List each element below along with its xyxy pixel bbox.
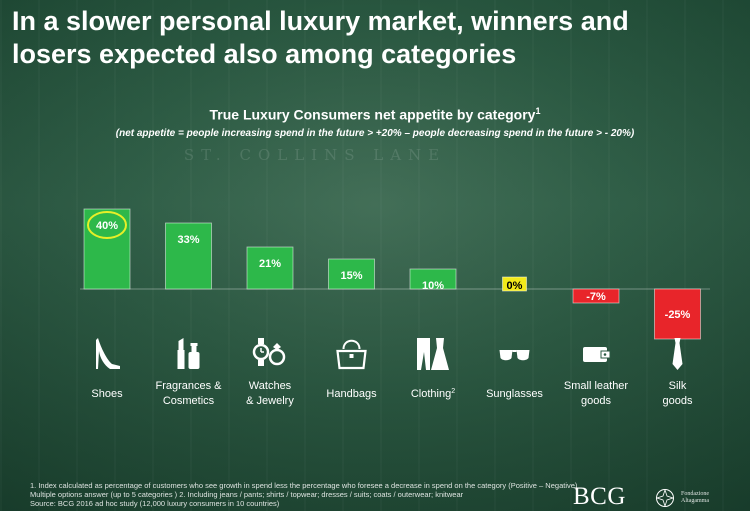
bar-2 [246,246,294,290]
chart-title-text: True Luxury Consumers net appetite by ca… [209,106,536,123]
bar-4 [409,268,457,290]
bar-value-label: 15% [340,270,362,282]
altagamma-logo-text: Fondazione Altagamma [681,491,709,505]
bar-value-label: 40% [96,220,118,232]
category-label-line2: goods [663,395,693,407]
jeans-dress-icon [417,338,449,370]
category-label: Sunglasses [486,388,543,400]
bar-3 [328,258,375,290]
bcg-logo: BCG [573,483,626,510]
wallet-icon [583,347,611,362]
category-label: Fragrances & [155,380,222,392]
category-bar-chart: 40% Shoes 33% Fragrances & Cosmetics 21% Watch… [83,208,701,407]
bar-value-label: -7% [586,291,606,303]
footnote-line-2: Multiple options answer (up to 5 categor… [30,490,464,499]
category-label: Shoes [91,388,123,400]
category-label-line2: Cosmetics [163,395,215,407]
chart-title-footnote: 1 [535,106,541,116]
bar-1 [165,222,212,290]
chart-title: True Luxury Consumers net appetite by ca… [0,106,750,123]
slide-title-line2: losers expected also among categories [12,39,517,69]
high-heel-shoe-icon [96,338,120,369]
bar-6 [572,288,620,304]
highlight-circle [87,211,127,239]
footnote-line-3: Source: BCG 2016 ad hoc study (12,000 lu… [30,499,280,508]
category-label: Small leather [564,380,629,392]
partner-logo-line2: Altagamma [681,498,709,504]
category-label: Handbags [326,388,377,400]
tie-icon [672,338,683,370]
slide-title-line1: In a slower personal luxury market, winn… [12,6,629,36]
bar-7 [654,288,701,340]
watch-ring-icon [252,338,286,366]
partner-logo-line1: Fondazione [681,491,709,497]
background-street-sign: ST. COLLINS LANE [183,146,447,164]
category-label: Watches [249,380,292,392]
category-label: Silk [669,380,687,392]
bar-value-label: -25% [665,309,691,321]
category-label: Clothing2 [411,388,455,400]
chart-subtitle: (net appetite = people increasing spend … [115,128,635,139]
handbag-icon [336,339,367,370]
category-label-line2: goods [581,395,611,407]
category-label-line2: & Jewelry [246,395,294,407]
bar-5 [502,276,527,292]
slide-title: In a slower personal luxury market, winn… [12,5,732,71]
footnote-line-1: 1. Index calculated as percentage of cus… [30,481,578,490]
sunglasses-icon [499,350,530,361]
bar-0 [83,208,131,290]
bar-value-label: 21% [259,258,281,270]
bar-value-label: 33% [177,234,199,246]
footnotes: 1. Index calculated as percentage of cus… [30,481,590,508]
altagamma-emblem-icon [655,488,675,508]
bar-value-label: 10% [422,280,444,292]
bar-value-label: 0% [507,280,523,292]
lipstick-perfume-icon [177,338,200,369]
